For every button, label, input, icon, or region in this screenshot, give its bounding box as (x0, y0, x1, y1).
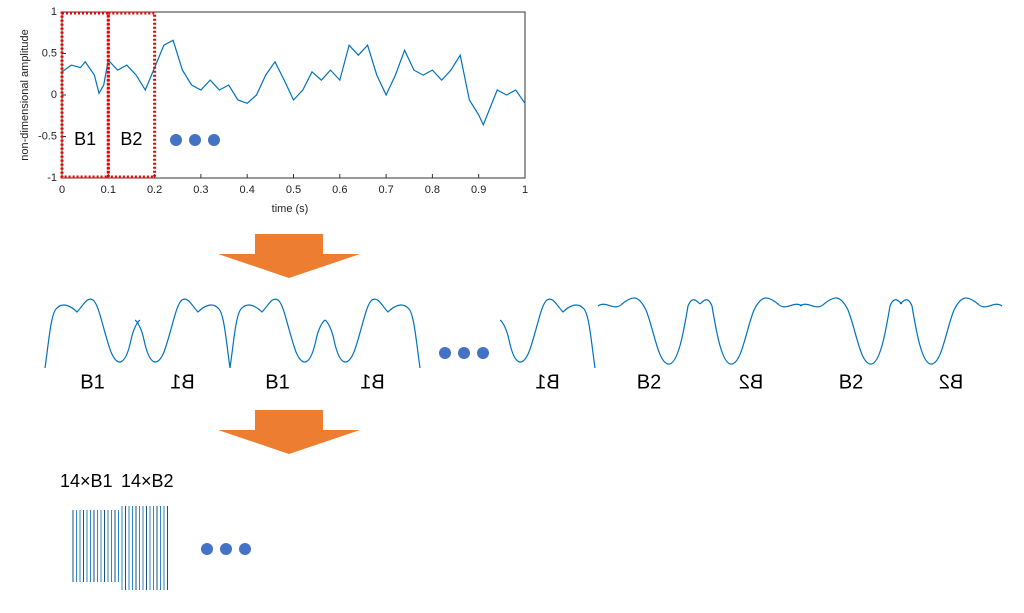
segment (597, 297, 701, 365)
segment-box (106, 11, 157, 179)
segment (899, 297, 1003, 365)
plot-frame (61, 11, 526, 179)
x-tick-label: 0.3 (193, 184, 208, 196)
dot (208, 134, 220, 146)
segment-wave (597, 297, 701, 365)
segment-wave (324, 298, 421, 369)
y-axis-label: non-dimensional amplitude (19, 29, 31, 160)
segment (499, 298, 596, 369)
dot (189, 134, 201, 146)
x-tick-label: 0 (59, 184, 65, 196)
x-tick-label: 0.8 (425, 184, 440, 196)
arrow (218, 410, 360, 454)
y-tick-label: 0 (51, 89, 57, 101)
dot (477, 347, 489, 359)
x-tick-label: 0.1 (101, 184, 116, 196)
y-tick-label: -0.5 (38, 130, 57, 142)
segment-label: B1 (535, 371, 559, 393)
x-axis-label: time (s) (272, 203, 309, 215)
segment (799, 297, 903, 365)
y-tick-label: 0.5 (42, 47, 57, 59)
segment-label: B1 (80, 371, 104, 393)
x-tick-label: 0.7 (378, 184, 393, 196)
x-tick-label: 0.5 (286, 184, 301, 196)
result-label: 14×B1 (60, 471, 113, 491)
dot (220, 543, 232, 555)
segment (134, 298, 231, 369)
stacked-segments (72, 506, 168, 590)
segment-label: B2 (839, 371, 863, 393)
dot (439, 347, 451, 359)
segment-wave (699, 297, 803, 365)
x-tick-label: 1 (522, 184, 528, 196)
result-label: 14×B2 (121, 471, 174, 491)
segment-label: B1 (265, 371, 289, 393)
segment-wave (899, 297, 1003, 365)
segment-label: B1 (170, 371, 194, 393)
x-tick-label: 0.2 (147, 184, 162, 196)
dot (239, 543, 251, 555)
x-tick-label: 0.4 (240, 184, 255, 196)
segment (699, 297, 803, 365)
arrows (218, 234, 360, 454)
segment (229, 298, 326, 369)
dot (458, 347, 470, 359)
signal-line (61, 39, 526, 127)
segment-wave (499, 298, 596, 369)
arrow (218, 234, 360, 278)
segment-wave (134, 298, 231, 369)
ellipsis (170, 134, 489, 555)
segment-label: B2 (637, 371, 661, 393)
segment-box (60, 11, 110, 179)
x-tick-label: 0.6 (332, 184, 347, 196)
segment (44, 298, 141, 369)
y-tick-label: 1 (51, 6, 57, 18)
segment-label: B2 (939, 371, 963, 393)
segment-wave (44, 298, 141, 369)
segment-box-label: B2 (120, 129, 142, 149)
y-tick-label: -1 (47, 172, 57, 184)
segment-box-label: B1 (74, 129, 96, 149)
dot (170, 134, 182, 146)
segment-label: B2 (739, 371, 763, 393)
segment-wave (799, 297, 903, 365)
segment-label: B1 (360, 371, 384, 393)
dot (201, 543, 213, 555)
segment-wave (229, 298, 326, 369)
x-tick-label: 0.9 (471, 184, 486, 196)
segment (324, 298, 421, 369)
